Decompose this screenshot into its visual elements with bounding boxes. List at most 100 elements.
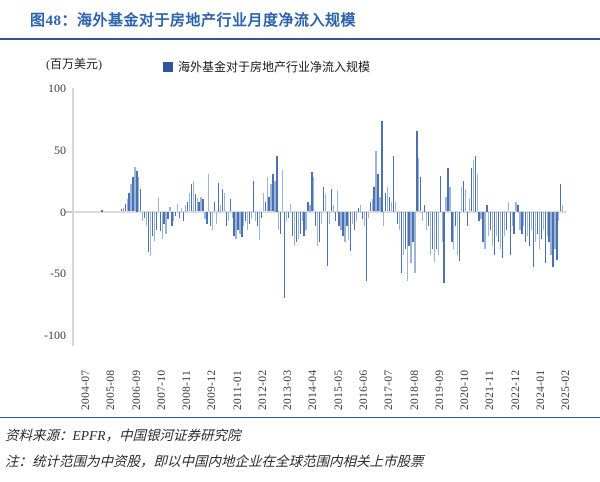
bar (476, 174, 478, 212)
bar (435, 211, 437, 249)
y-axis-unit-label: (百万美元) (46, 57, 102, 71)
bar (482, 211, 484, 243)
bar (523, 211, 525, 227)
bar (295, 211, 297, 243)
bar (169, 206, 171, 212)
bar (367, 211, 369, 218)
zero-tick-mark (65, 211, 72, 213)
bar (488, 211, 490, 237)
bar (494, 211, 496, 255)
bar (280, 211, 282, 234)
bar (394, 201, 397, 212)
bar (550, 211, 552, 255)
bar (315, 211, 317, 227)
title-divider (0, 38, 600, 40)
bar (159, 211, 161, 232)
scope-footnote: 注：统计范围为中资股，即以中国内地企业在全球范围内相关上市股票 (5, 454, 424, 469)
bar (472, 159, 474, 212)
bar (231, 211, 233, 218)
bar (320, 211, 323, 224)
bar (474, 155, 476, 212)
bar (175, 211, 177, 217)
bar (285, 211, 288, 222)
bar (200, 196, 202, 212)
bar (124, 204, 126, 212)
bar (289, 204, 292, 212)
bar (505, 211, 507, 231)
y-tick-label: -100 (44, 328, 66, 342)
bar (455, 211, 457, 227)
bar (132, 176, 134, 212)
bar (243, 211, 245, 227)
bar (151, 211, 154, 237)
x-tick-label: 2009-12 (206, 369, 219, 410)
bar (536, 211, 539, 234)
bar (558, 211, 560, 222)
bar (245, 211, 247, 222)
bar (130, 184, 132, 212)
x-tick-label: 2020-10 (459, 369, 472, 410)
bar (122, 207, 124, 212)
bar (346, 211, 348, 227)
bar (307, 201, 309, 212)
bar (513, 211, 515, 234)
bar (235, 211, 237, 239)
bar (287, 211, 290, 218)
bar (480, 211, 482, 219)
bar (408, 211, 410, 247)
bar (144, 211, 146, 218)
x-tick-label: 2012-02 (256, 369, 269, 410)
x-tick-label: 2005-08 (105, 369, 118, 410)
bar (171, 211, 173, 227)
bar (192, 180, 194, 212)
bar (126, 199, 128, 212)
bar (184, 205, 187, 212)
bar (519, 211, 521, 231)
bar (429, 211, 432, 255)
bar (560, 184, 562, 212)
bar (396, 211, 399, 224)
bar (354, 211, 356, 231)
bar (157, 196, 159, 212)
x-axis-tick-labels: 2004-07 2005-08 2006-09 2007-10 2008-11 2009-… (74, 346, 574, 414)
bar (328, 211, 331, 224)
y-tick-label: 50 (54, 142, 66, 157)
bar (249, 211, 251, 224)
bar (357, 207, 360, 212)
x-tick-label: 2025-02 (560, 369, 573, 410)
bar (534, 211, 537, 243)
bar (233, 211, 235, 237)
bar (470, 168, 472, 212)
bar (451, 211, 453, 243)
bar (138, 176, 140, 212)
bar (548, 211, 550, 243)
x-tick-label: 2024-01 (534, 369, 547, 410)
bar (128, 192, 130, 212)
bar (420, 176, 422, 212)
bar (392, 155, 395, 212)
bar (167, 211, 169, 219)
bar (293, 211, 296, 247)
bar (552, 211, 554, 268)
bar (136, 170, 138, 212)
bar (338, 211, 340, 227)
bar (165, 211, 167, 234)
bar (219, 205, 222, 212)
bar (278, 211, 280, 231)
bar (437, 211, 439, 255)
y-tick-label: 100 (48, 81, 66, 95)
bar (188, 192, 191, 212)
bar (468, 199, 471, 212)
bar (460, 186, 463, 212)
x-tick-label: 2018-08 (408, 369, 421, 410)
bar (499, 211, 502, 249)
bar (517, 205, 519, 212)
bar (509, 211, 511, 255)
x-tick-label: 2021-11 (484, 369, 497, 410)
bar (190, 184, 192, 212)
bar (530, 211, 533, 231)
legend-swatch-icon (163, 61, 173, 72)
bar (453, 211, 455, 249)
bar (462, 180, 465, 212)
